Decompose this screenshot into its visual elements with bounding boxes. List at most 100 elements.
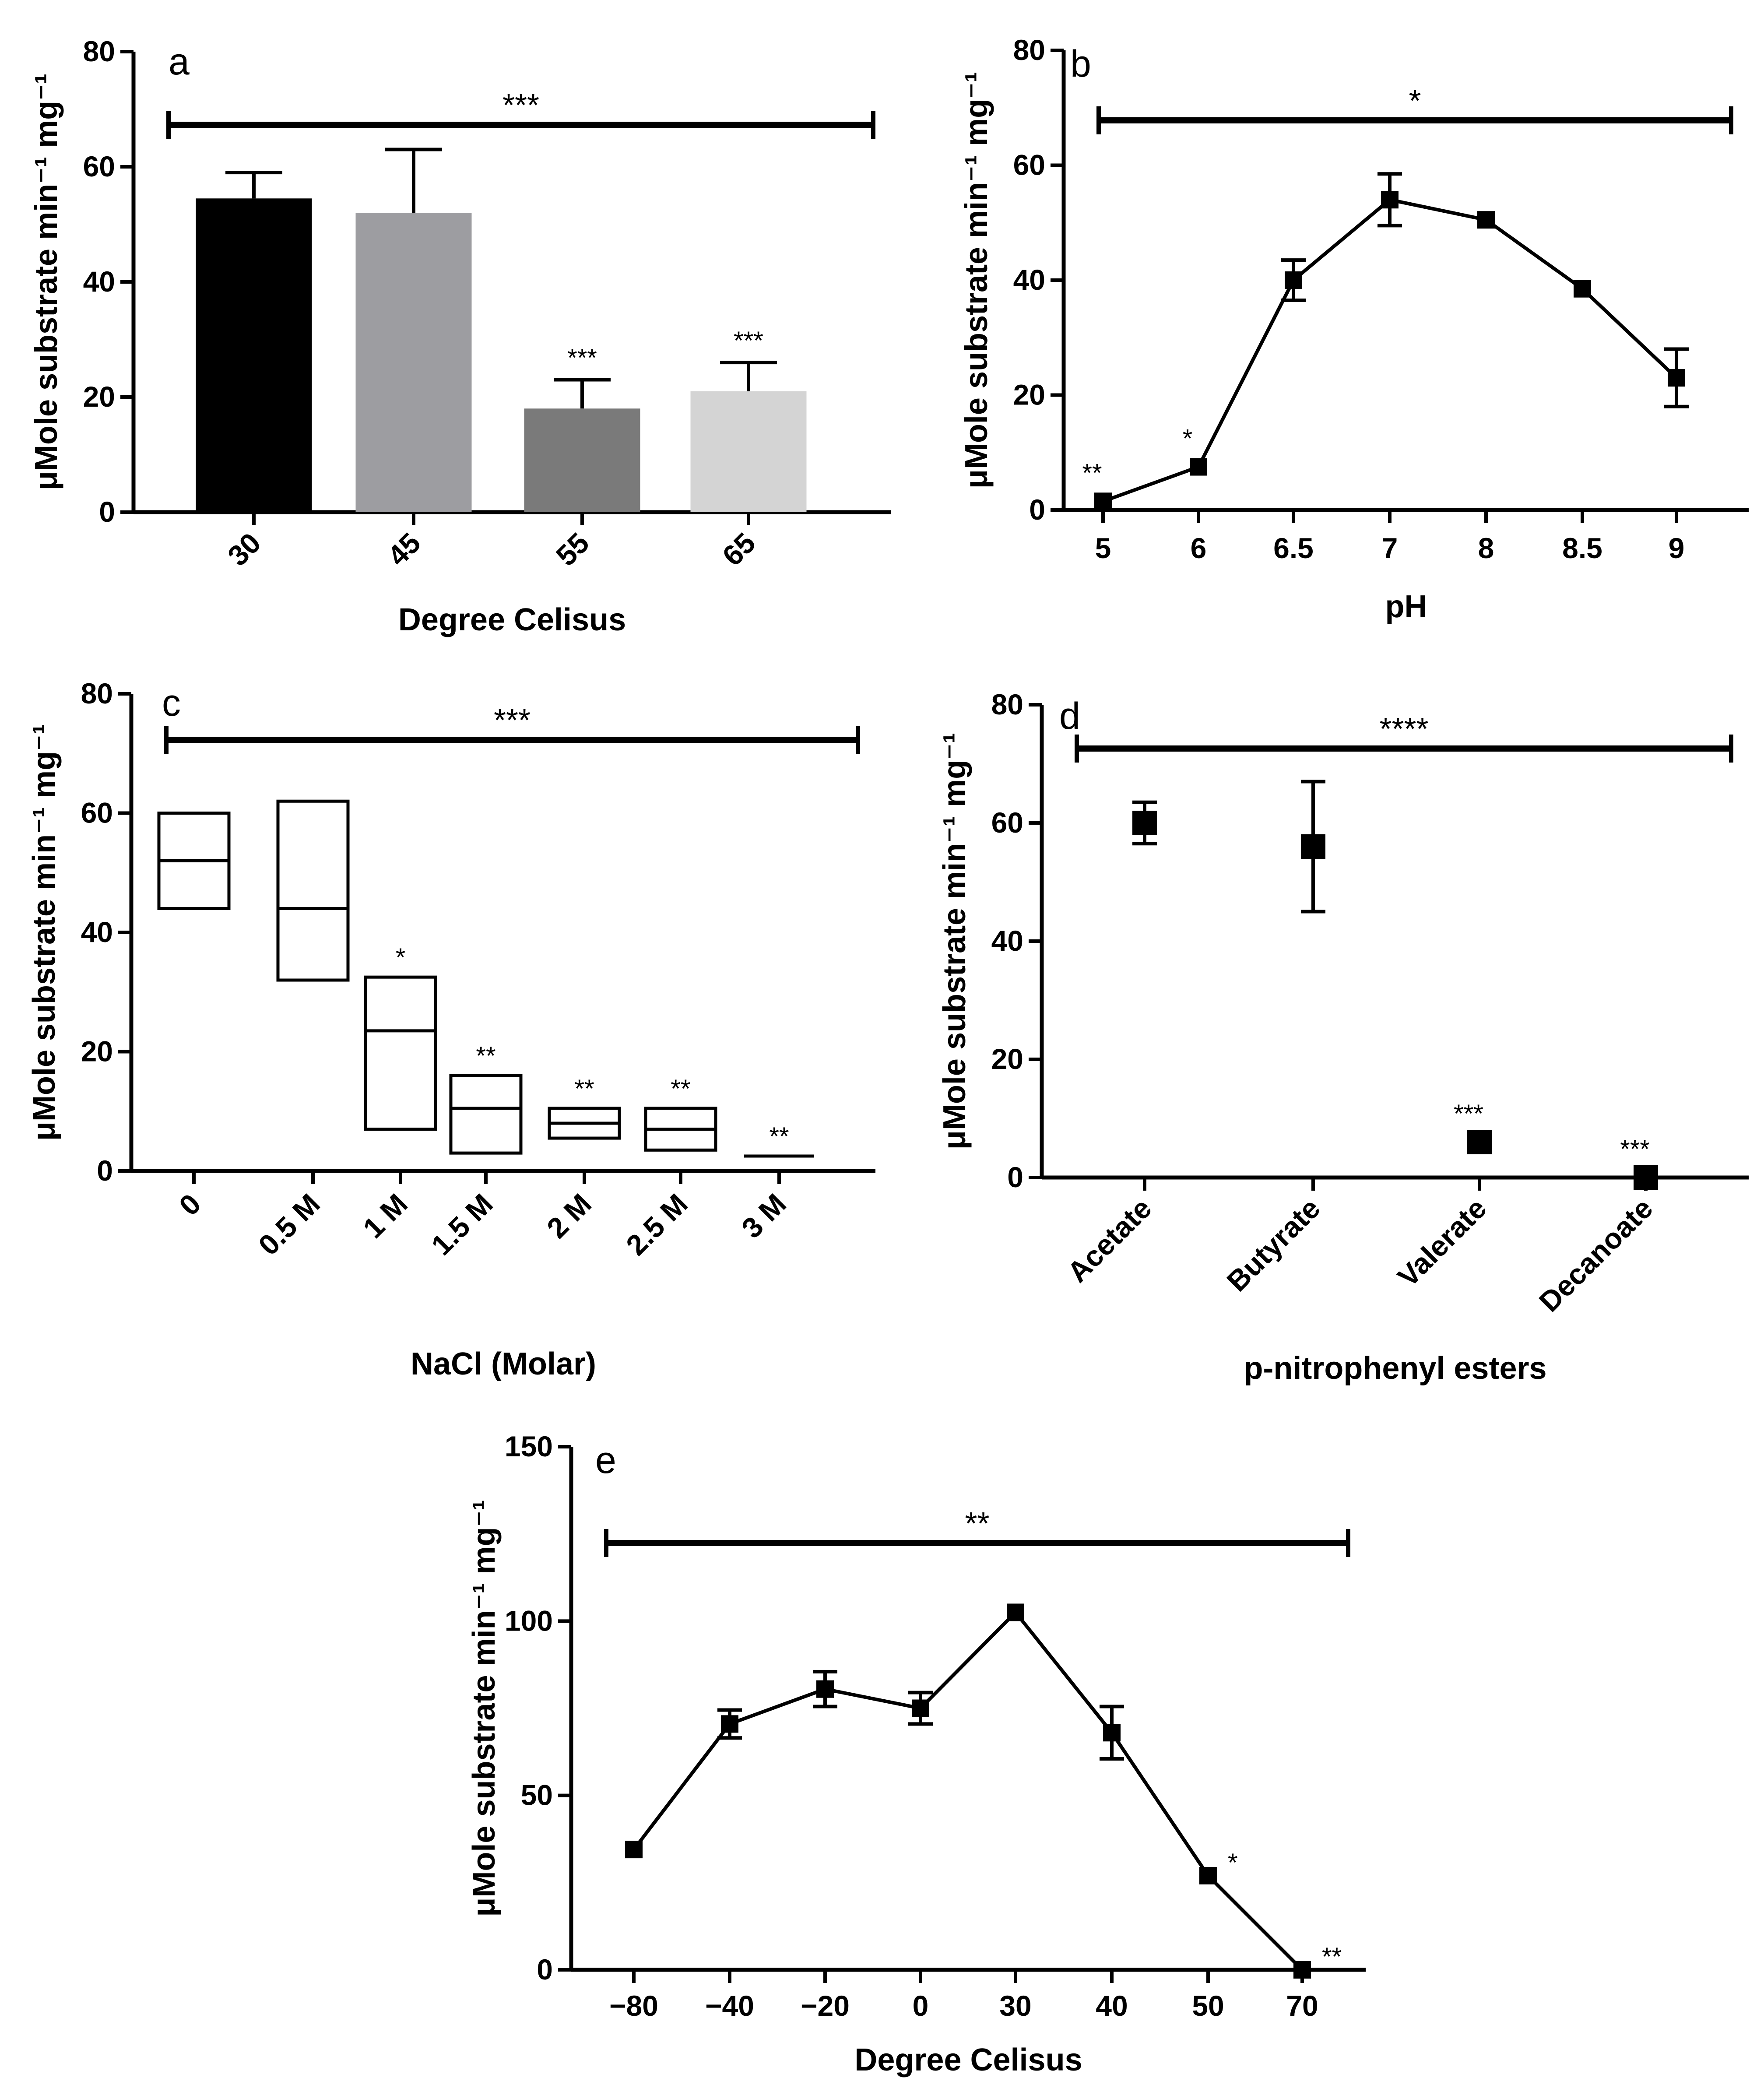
y-axis-title: μMole substrate min⁻¹ mg⁻¹ [467, 1500, 502, 1916]
panel-letter: d [1059, 695, 1080, 737]
data-point [1285, 271, 1302, 289]
x-tick-label: 6.5 [1273, 532, 1314, 564]
x-tick-label: 1.5 M [425, 1188, 499, 1262]
y-tick-label: 80 [81, 677, 113, 710]
y-tick-label: 40 [1013, 264, 1045, 296]
x-tick-label: Valerate [1392, 1192, 1493, 1293]
y-tick-label: 50 [521, 1779, 553, 1811]
x-tick-label: 45 [381, 527, 427, 572]
y-tick-label: 60 [81, 797, 113, 829]
point-significance: *** [1454, 1100, 1483, 1128]
data-point [625, 1841, 643, 1859]
point-significance: *** [567, 344, 597, 373]
data-point [1574, 280, 1591, 298]
x-tick-label: 3 M [735, 1188, 792, 1244]
y-tick-label: 20 [991, 1043, 1023, 1075]
point-significance: ** [1322, 1943, 1342, 1971]
panel-c: 0 20 40 60 80 0 0.5 M 1 M 1.5 M 2 M 2.5 M 3 M NaCl (… [27, 677, 875, 1381]
y-tick-label: 80 [991, 688, 1023, 721]
x-tick-label: 55 [550, 527, 595, 572]
data-point [816, 1680, 834, 1698]
x-tick-label: 50 [1192, 1990, 1224, 2022]
panel-b: 0 20 40 60 80 5 6 6.5 7 8 8.5 9 pH μMole substrate mi… [959, 34, 1749, 624]
point-significance: ** [769, 1122, 789, 1151]
bar [524, 408, 640, 512]
y-tick-label: 20 [83, 380, 115, 413]
y-tick-label: 80 [1013, 34, 1045, 66]
x-tick-label: 2 M [541, 1188, 597, 1244]
x-tick-label: 5 [1095, 532, 1111, 564]
overall-significance: ** [965, 1506, 989, 1541]
y-tick-label: 60 [991, 806, 1023, 839]
x-tick-label: 0.5 M [252, 1188, 326, 1262]
overall-significance: *** [502, 88, 539, 123]
panel-letter: a [169, 41, 190, 83]
panel-letter: c [162, 682, 181, 724]
panel-a: 0 20 40 60 80 30 45 55 65 Degree Celisus μMole sub… [29, 35, 891, 637]
bar [355, 213, 472, 512]
y-axis-title: μMole substrate min⁻¹ mg⁻¹ [27, 724, 62, 1141]
x-tick-label: 65 [716, 527, 762, 572]
x-tick-label: 9 [1669, 532, 1685, 564]
data-point [1007, 1603, 1024, 1621]
point-significance: ** [1082, 459, 1102, 487]
data-point [1301, 834, 1325, 859]
x-tick-label: 70 [1286, 1990, 1318, 2022]
y-tick-label: 60 [83, 150, 115, 183]
point-significance: * [396, 943, 406, 972]
x-tick-label: −80 [609, 1990, 658, 2022]
overall-significance: *** [494, 703, 531, 738]
series-line [632, 1610, 1304, 1971]
x-tick-label: 2.5 M [620, 1188, 694, 1262]
bar [690, 391, 807, 512]
x-tick-label: 40 [1096, 1990, 1128, 2022]
point-significance: ** [671, 1075, 690, 1103]
y-tick-label: 0 [99, 496, 115, 528]
point-significance: ** [574, 1075, 594, 1103]
x-tick-label: 8.5 [1562, 532, 1602, 564]
y-tick-label: 100 [505, 1604, 553, 1637]
x-tick-label: 30 [221, 527, 267, 572]
y-tick-label: 0 [1029, 493, 1045, 526]
data-point [1381, 191, 1399, 209]
point-significance: * [1183, 425, 1193, 453]
x-tick-label: −40 [705, 1990, 754, 2022]
y-tick-label: 0 [537, 1953, 553, 1986]
data-point [1094, 492, 1112, 510]
data-point [721, 1715, 738, 1733]
series-line [1102, 197, 1678, 503]
y-tick-label: 150 [505, 1430, 553, 1462]
x-tick-label: Acetate [1061, 1192, 1158, 1289]
box [276, 799, 350, 982]
x-tick-label: Butyrate [1220, 1192, 1326, 1298]
data-point [1467, 1130, 1492, 1154]
data-point [912, 1699, 929, 1717]
x-axis-title: NaCl (Molar) [411, 1346, 596, 1381]
panel-letter: e [595, 1439, 616, 1481]
point-significance: * [1228, 1849, 1238, 1877]
y-tick-label: 80 [83, 35, 115, 67]
panel-e: 0 50 100 150 −80 −40 −20 0 30 40 50 70 Degree Celisu… [467, 1430, 1366, 2077]
x-tick-label: Decanoate [1533, 1192, 1659, 1318]
panel-letter: b [1070, 43, 1091, 85]
data-point [1293, 1961, 1311, 1979]
point-significance: ** [476, 1042, 495, 1070]
box [449, 1074, 523, 1155]
y-tick-label: 0 [1007, 1161, 1023, 1193]
y-tick-label: 20 [1013, 379, 1045, 411]
bar [196, 198, 312, 512]
y-axis-title: μMole substrate min⁻¹ mg⁻¹ [959, 72, 994, 489]
point-significance: *** [1620, 1135, 1650, 1164]
y-tick-label: 40 [991, 924, 1023, 957]
x-axis-title: Degree Celisus [398, 602, 626, 637]
x-tick-label: 0 [173, 1188, 207, 1222]
x-tick-label: −20 [801, 1990, 850, 2022]
panel-d: 0 20 40 60 80 Acetate Butyrate Valerate Decanoat… [937, 688, 1749, 1386]
data-point [1477, 211, 1495, 229]
x-tick-label: 6 [1191, 532, 1207, 564]
data-point [1668, 369, 1685, 387]
x-tick-label: 8 [1478, 532, 1494, 564]
y-axis-title: μMole substrate min⁻¹ mg⁻¹ [937, 733, 972, 1149]
x-tick-label: 1 M [357, 1188, 414, 1244]
